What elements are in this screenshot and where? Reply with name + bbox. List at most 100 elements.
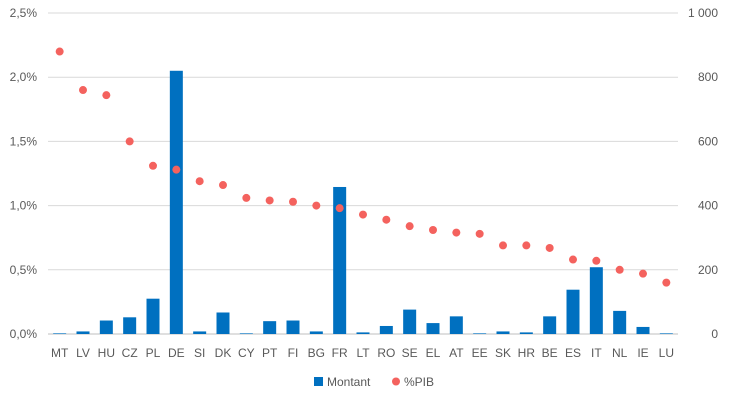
bar-bg xyxy=(309,331,323,334)
point-pl xyxy=(149,161,157,170)
left-tick-label: 2,5% xyxy=(10,6,38,20)
point-sk xyxy=(499,241,507,250)
x-tick-label: LU xyxy=(659,346,674,360)
bar-si xyxy=(193,331,207,334)
point-ee xyxy=(475,229,484,238)
x-tick-label: LV xyxy=(76,346,90,360)
x-tick-label: CZ xyxy=(122,346,138,360)
bar-fi xyxy=(286,320,300,334)
x-axis-ticks: MT LV HU CZ PL DE SI DK CY PT FI BG FR LT RO SE EL AT EE SK… xyxy=(51,346,674,360)
bar-sk xyxy=(496,331,510,334)
point-be xyxy=(545,243,554,252)
point-es xyxy=(569,255,577,264)
bar-lu xyxy=(659,333,673,334)
point-it xyxy=(592,256,601,265)
bar-ro xyxy=(379,325,393,334)
point-si xyxy=(195,177,204,186)
bar-es xyxy=(566,289,580,334)
point-cy xyxy=(242,193,251,202)
bar-ie xyxy=(636,326,650,334)
point-el xyxy=(429,225,437,234)
x-tick-label: PL xyxy=(146,346,161,360)
point-at xyxy=(452,228,461,237)
bar-cz xyxy=(123,317,137,334)
x-tick-label: IE xyxy=(637,346,648,360)
point-bg xyxy=(312,201,321,210)
point-hr xyxy=(522,241,531,250)
bar-mt xyxy=(53,333,67,334)
legend-swatch-montant xyxy=(314,377,323,386)
bar-dk xyxy=(216,312,230,334)
legend-label-pib: %PIB xyxy=(404,375,434,389)
point-hu xyxy=(102,91,111,100)
x-tick-label: FI xyxy=(288,346,299,360)
right-tick-label: 400 xyxy=(698,199,718,213)
x-tick-label: EE xyxy=(472,346,488,360)
gridlines xyxy=(48,12,678,335)
x-tick-label: RO xyxy=(377,346,395,360)
x-tick-label: HR xyxy=(518,346,536,360)
x-tick-label: LT xyxy=(356,346,370,360)
right-axis-ticks: 0 200 400 600 800 1 000 xyxy=(688,6,718,341)
right-tick-label: 800 xyxy=(698,70,718,84)
point-dk xyxy=(219,181,227,190)
bar-hr xyxy=(519,332,533,334)
left-tick-label: 0,5% xyxy=(10,263,38,277)
x-tick-label: DK xyxy=(215,346,232,360)
bar-pl xyxy=(146,298,160,334)
x-tick-label: DE xyxy=(168,346,185,360)
x-tick-label: EL xyxy=(426,346,441,360)
montant-bars xyxy=(53,70,673,334)
point-lt xyxy=(359,210,367,219)
point-nl xyxy=(615,265,624,274)
x-tick-label: SE xyxy=(402,346,418,360)
bar-be xyxy=(543,316,557,334)
x-tick-label: SI xyxy=(194,346,205,360)
point-mt xyxy=(55,47,64,56)
right-tick-label: 1 000 xyxy=(688,6,718,20)
bar-el xyxy=(426,323,440,334)
x-tick-label: BG xyxy=(308,346,325,360)
x-tick-label: FR xyxy=(332,346,348,360)
point-de xyxy=(172,165,181,174)
bar-lt xyxy=(356,332,370,334)
x-tick-label: HU xyxy=(98,346,115,360)
bar-fr xyxy=(333,186,347,334)
left-tick-label: 1,5% xyxy=(10,134,38,148)
x-tick-label: SK xyxy=(495,346,511,360)
bar-lv xyxy=(76,331,90,334)
bar-nl xyxy=(613,310,627,334)
bar-pt xyxy=(263,321,277,334)
point-lv xyxy=(79,86,87,95)
right-tick-label: 600 xyxy=(698,134,718,148)
bar-at xyxy=(449,316,463,334)
x-tick-label: IT xyxy=(591,346,602,360)
x-tick-label: BE xyxy=(542,346,558,360)
x-tick-label: PT xyxy=(262,346,278,360)
point-cz xyxy=(125,137,134,146)
right-tick-label: 0 xyxy=(711,327,718,341)
bar-se xyxy=(403,309,417,334)
left-tick-label: 1,0% xyxy=(10,199,38,213)
x-tick-label: ES xyxy=(565,346,581,360)
bar-de xyxy=(169,70,183,334)
right-tick-label: 200 xyxy=(698,263,718,277)
bar-cy xyxy=(239,333,253,334)
bar-ee xyxy=(473,333,487,334)
x-tick-label: MT xyxy=(51,346,69,360)
left-axis-ticks: 0,0% 0,5% 1,0% 1,5% 2,0% 2,5% xyxy=(10,6,38,341)
x-tick-label: AT xyxy=(449,346,464,360)
legend-label-montant: Montant xyxy=(327,375,371,389)
legend: Montant %PIB xyxy=(314,375,434,389)
x-tick-label: CY xyxy=(238,346,255,360)
pib-points xyxy=(55,47,671,287)
point-pt xyxy=(265,196,274,205)
bar-it xyxy=(589,267,603,334)
x-tick-label: NL xyxy=(612,346,628,360)
left-tick-label: 0,0% xyxy=(10,327,38,341)
left-tick-label: 2,0% xyxy=(10,70,38,84)
point-fi xyxy=(289,197,297,206)
point-lu xyxy=(662,278,671,287)
bar-hu xyxy=(99,320,113,334)
legend-swatch-pib xyxy=(392,377,400,386)
